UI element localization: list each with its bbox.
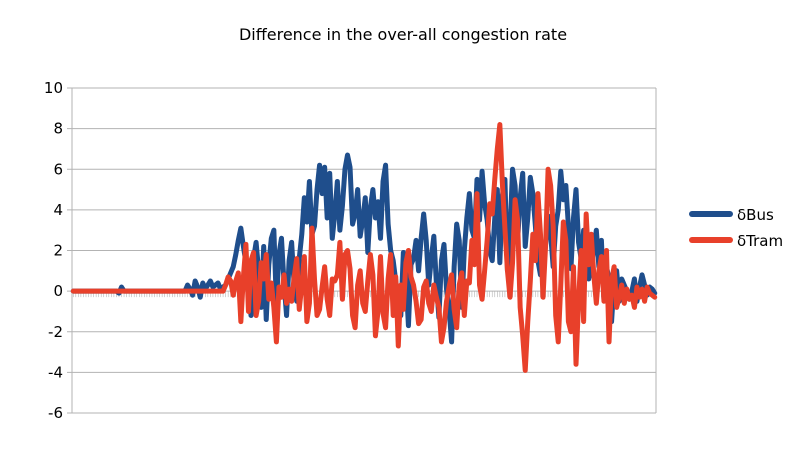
y-tick-label: 0 [53, 282, 63, 300]
legend-label: δTram [737, 232, 783, 250]
y-tick-label: 2 [53, 242, 63, 260]
y-tick-label: -4 [48, 363, 63, 381]
legend: δBus δTram [689, 206, 783, 250]
y-tick-label: -2 [48, 323, 63, 341]
chart-title: Difference in the over-all congestion ra… [239, 25, 567, 44]
series-layer [70, 122, 658, 373]
y-tick-label: 10 [44, 79, 63, 97]
y-tick-label: 6 [53, 160, 63, 178]
y-tick-label: 4 [53, 201, 63, 219]
series-line-tram [70, 122, 658, 373]
y-axis: -6 -4 -2 0 2 4 6 8 10 [44, 79, 72, 422]
legend-label: δBus [737, 206, 774, 224]
y-tick-label: -6 [48, 404, 63, 422]
y-tick-label: 8 [53, 120, 63, 138]
